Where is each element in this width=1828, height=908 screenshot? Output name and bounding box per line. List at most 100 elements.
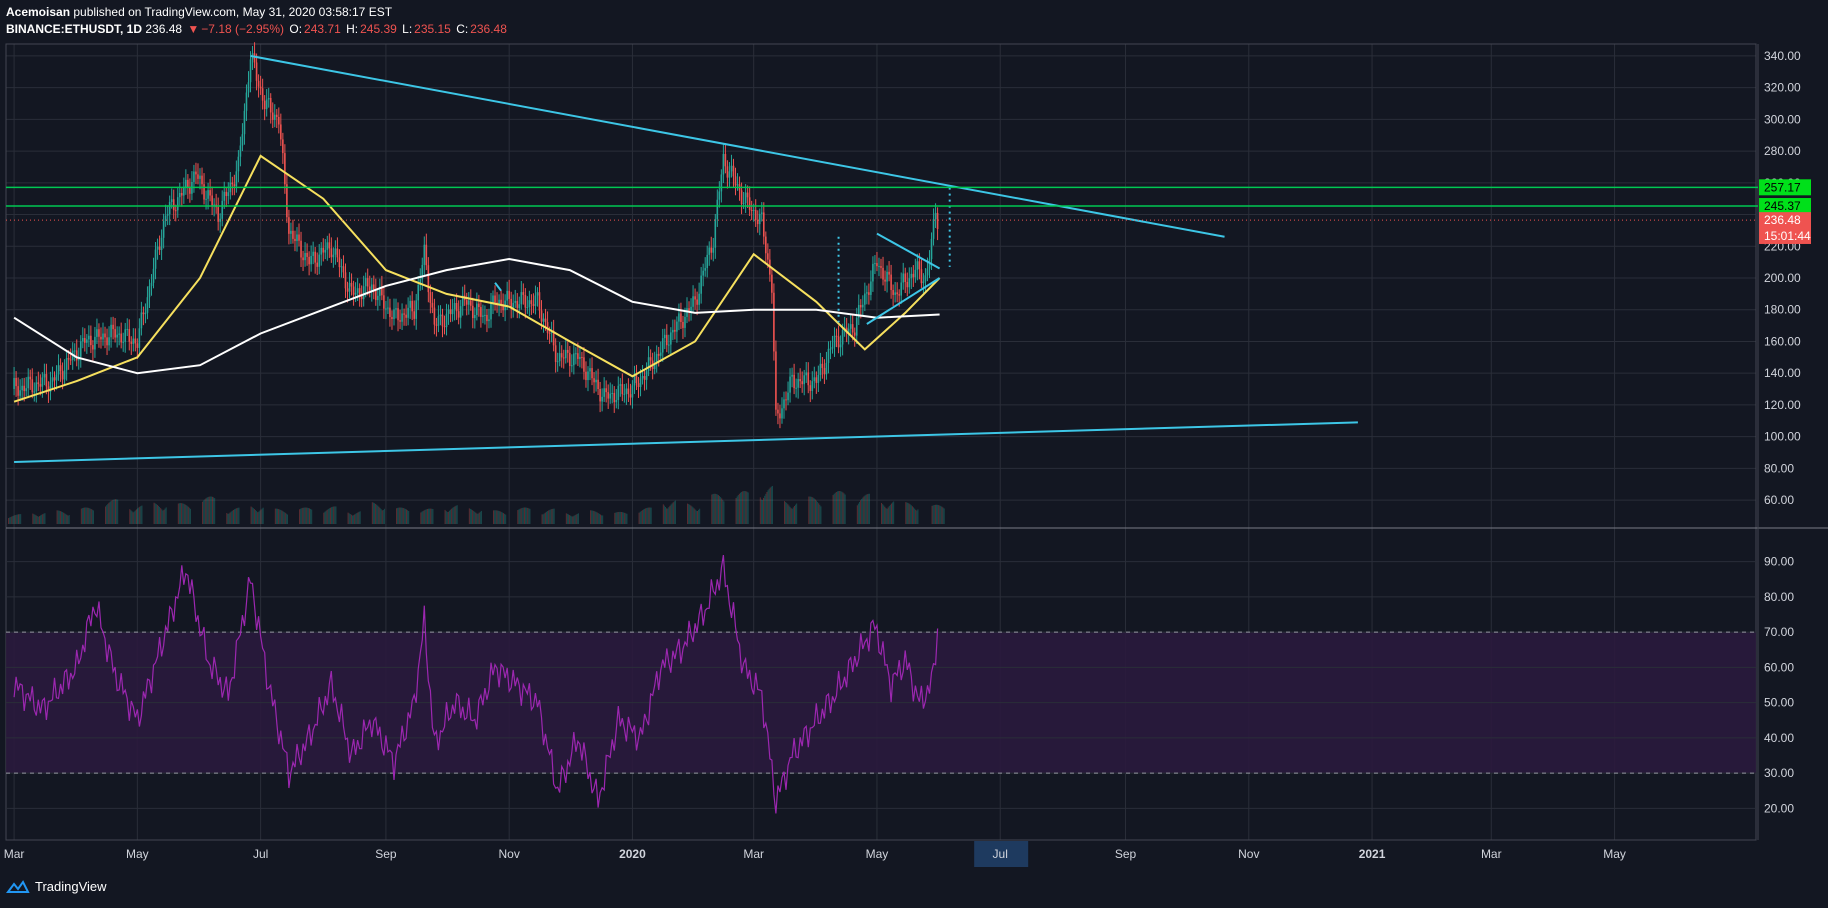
candle-body: [500, 299, 502, 305]
candle-body: [461, 295, 464, 307]
candle-body: [231, 182, 234, 185]
candle-body: [55, 374, 58, 381]
volume-bar: [597, 513, 599, 524]
volume-bar: [571, 516, 573, 524]
trendline[interactable]: [14, 421, 1358, 463]
candle-body: [659, 352, 662, 356]
volume-bar: [474, 511, 476, 524]
candle-body: [338, 257, 341, 268]
symbol-label[interactable]: BINANCE:ETHUSDT, 1D: [6, 22, 143, 36]
volume-bar: [770, 486, 772, 524]
volume-bar: [739, 492, 741, 524]
candle-body: [876, 263, 878, 267]
y-tick-label: 120.00: [1764, 398, 1801, 412]
footer-brand[interactable]: TradingView: [6, 879, 107, 894]
candle-body: [237, 156, 240, 172]
candle-body: [635, 375, 638, 384]
volume-bar: [931, 505, 933, 524]
candle-body: [661, 338, 664, 353]
candle-body: [817, 374, 820, 383]
candle-body: [855, 317, 858, 336]
volume-bar: [134, 510, 136, 524]
volume-bar: [282, 511, 284, 524]
volume-bar: [494, 510, 496, 524]
volume-bar: [208, 496, 210, 524]
volume-bar: [598, 513, 600, 524]
volume-bar: [856, 505, 858, 524]
candle-body: [399, 320, 401, 322]
candle-body: [403, 313, 405, 315]
candle-body: [892, 289, 894, 295]
candle-body: [870, 281, 872, 295]
volume-bar: [645, 508, 647, 524]
volume-bar: [129, 509, 131, 524]
volume-bar: [281, 510, 283, 524]
volume-bar: [325, 510, 327, 524]
volume-bar: [648, 507, 650, 524]
candle-body: [839, 344, 842, 348]
candle-body: [556, 361, 559, 363]
candle-body: [288, 217, 290, 234]
volume-bar: [141, 505, 143, 524]
candle-body: [86, 339, 88, 343]
candle-body: [124, 329, 127, 342]
volume-bar: [35, 515, 37, 524]
candle-body: [720, 174, 723, 192]
candle-body: [393, 309, 395, 320]
candle-body: [643, 375, 646, 380]
trendline[interactable]: [866, 277, 941, 325]
volume-bar: [302, 507, 304, 524]
volume-bar: [257, 512, 259, 524]
volume-bar: [519, 508, 521, 524]
publisher-name[interactable]: Acemoisan: [6, 5, 71, 19]
candle-body: [395, 308, 397, 310]
trendline[interactable]: [494, 282, 502, 292]
candle-body: [502, 304, 504, 311]
volume-bar: [715, 493, 717, 524]
candle-body: [25, 388, 28, 392]
volume-bar: [108, 502, 110, 524]
candle-body: [63, 370, 66, 380]
candle-body: [573, 353, 575, 366]
volume-bar: [214, 498, 216, 524]
trendline[interactable]: [250, 54, 1225, 238]
candle-body: [732, 165, 735, 177]
volume-bar: [917, 509, 919, 524]
trendline[interactable]: [876, 232, 941, 270]
candle-body: [789, 376, 791, 393]
x-tick-label: Mar: [4, 847, 25, 861]
candle-body: [296, 234, 298, 242]
candle-body: [156, 246, 159, 250]
rsi-y-tick-label: 80.00: [1764, 590, 1794, 604]
candle-body: [615, 400, 618, 403]
volume-bar: [468, 508, 470, 524]
volume-bar: [400, 507, 402, 524]
volume-bar: [744, 491, 746, 524]
candle-body: [698, 293, 700, 305]
candle-body: [558, 353, 561, 362]
candle-body: [383, 295, 385, 309]
volume-bar: [622, 512, 624, 524]
candle-body: [148, 286, 151, 298]
candle-body: [130, 341, 133, 344]
volume-bar: [673, 501, 675, 524]
candle-body: [316, 262, 319, 267]
volume-bar: [525, 507, 527, 524]
candle-body: [415, 300, 418, 319]
volume-bar: [83, 507, 85, 524]
volume-bar: [430, 508, 432, 524]
volume-bar: [575, 514, 577, 524]
volume-bar: [113, 499, 115, 524]
candle-body: [665, 334, 668, 346]
candle-body: [132, 338, 135, 344]
candle-body: [663, 334, 666, 339]
candle-body: [116, 334, 118, 338]
candle-body: [437, 316, 440, 326]
candle-body: [160, 237, 163, 251]
candle-body: [710, 247, 713, 253]
volume-bar: [376, 504, 378, 524]
candle-body: [243, 110, 246, 135]
chart-header: Acemoisan published on TradingView.com, …: [6, 4, 509, 38]
candle-body: [692, 296, 694, 307]
